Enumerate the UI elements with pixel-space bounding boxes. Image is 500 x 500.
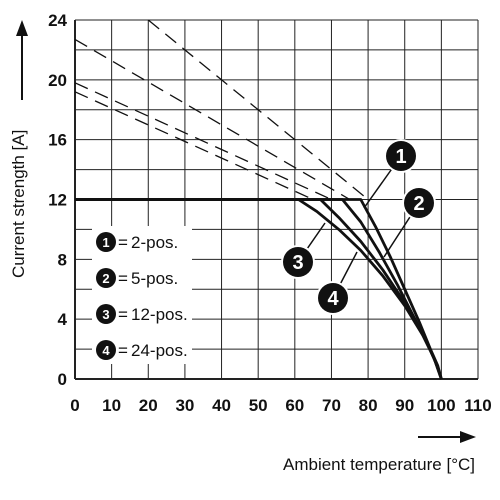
legend-marker-icon (96, 232, 116, 252)
y-axis-label: Current strength [A] (9, 130, 28, 278)
legend-marker-number: 1 (102, 235, 109, 250)
legend-entry-label: 2-pos. (131, 233, 178, 252)
legend-entry-label: 12-pos. (131, 305, 188, 324)
y-tick-label: 8 (58, 250, 67, 269)
x-tick-labels: 0 10 20 30 40 50 60 70 80 90 100 110 (70, 396, 491, 415)
legend-marker-number: 2 (102, 271, 109, 286)
x-axis-arrow-head (460, 431, 476, 443)
legend-marker-icon (96, 304, 116, 324)
legend-marker-icon (96, 268, 116, 288)
series-marker-number: 2 (413, 193, 424, 215)
y-tick-label: 16 (48, 131, 67, 150)
legend-equals: = (118, 233, 128, 252)
y-tick-labels: 0 4 8 12 16 20 24 (48, 11, 67, 389)
dashed-extension-line (74, 91, 314, 201)
legend-entry-label: 24-pos. (131, 341, 188, 360)
legend: 1 = 2-pos.2 = 5-pos.3 = 12-pos.4 = 24-pos. (92, 226, 192, 364)
x-tick-label: 60 (285, 396, 304, 415)
x-axis-label: Ambient temperature [°C] (283, 455, 475, 474)
x-tick-label: 100 (427, 396, 455, 415)
dashed-extension-line (147, 19, 369, 201)
x-tick-label: 70 (322, 396, 341, 415)
legend-equals: = (118, 305, 128, 324)
legend-equals: = (118, 269, 128, 288)
plot-grid (74, 19, 479, 380)
x-tick-label: 110 (464, 396, 491, 415)
series-lines (75, 198, 443, 380)
legend-marker-number: 4 (102, 343, 110, 358)
legend-entry-label: 5-pos. (131, 269, 178, 288)
x-tick-label: 0 (70, 396, 79, 415)
x-axis-title: Ambient temperature [°C] (283, 431, 476, 474)
y-tick-label: 0 (58, 370, 67, 389)
y-tick-label: 20 (48, 71, 67, 90)
series-marker-4-icon (318, 283, 348, 313)
x-tick-label: 40 (212, 396, 231, 415)
x-tick-label: 10 (102, 396, 121, 415)
y-tick-label: 24 (48, 11, 67, 30)
y-tick-label: 12 (48, 191, 67, 210)
x-tick-label: 20 (139, 396, 158, 415)
series-marker-3-icon (283, 247, 313, 277)
legend-equals: = (118, 341, 128, 360)
legend-marker-icon (96, 340, 116, 360)
x-tick-label: 30 (175, 396, 194, 415)
series-marker-2-icon (404, 188, 434, 218)
series-marker-number: 1 (395, 146, 406, 168)
y-axis-arrow-head (16, 20, 28, 36)
y-axis-title: Current strength [A] (9, 20, 28, 278)
y-tick-label: 4 (58, 310, 68, 329)
x-tick-label: 80 (359, 396, 378, 415)
series-line-4 (75, 198, 443, 380)
x-tick-label: 50 (249, 396, 268, 415)
x-tick-label: 90 (395, 396, 414, 415)
dashed-extension-line (74, 82, 332, 201)
series-marker-number: 4 (327, 288, 339, 310)
dashed-extensions (74, 19, 369, 201)
legend-marker-number: 3 (102, 307, 109, 322)
series-marker-number: 3 (292, 252, 303, 274)
dashed-extension-line (74, 38, 351, 201)
series-marker-1-icon (386, 141, 416, 171)
series-markers: 1 2 3 4 (281, 139, 436, 315)
